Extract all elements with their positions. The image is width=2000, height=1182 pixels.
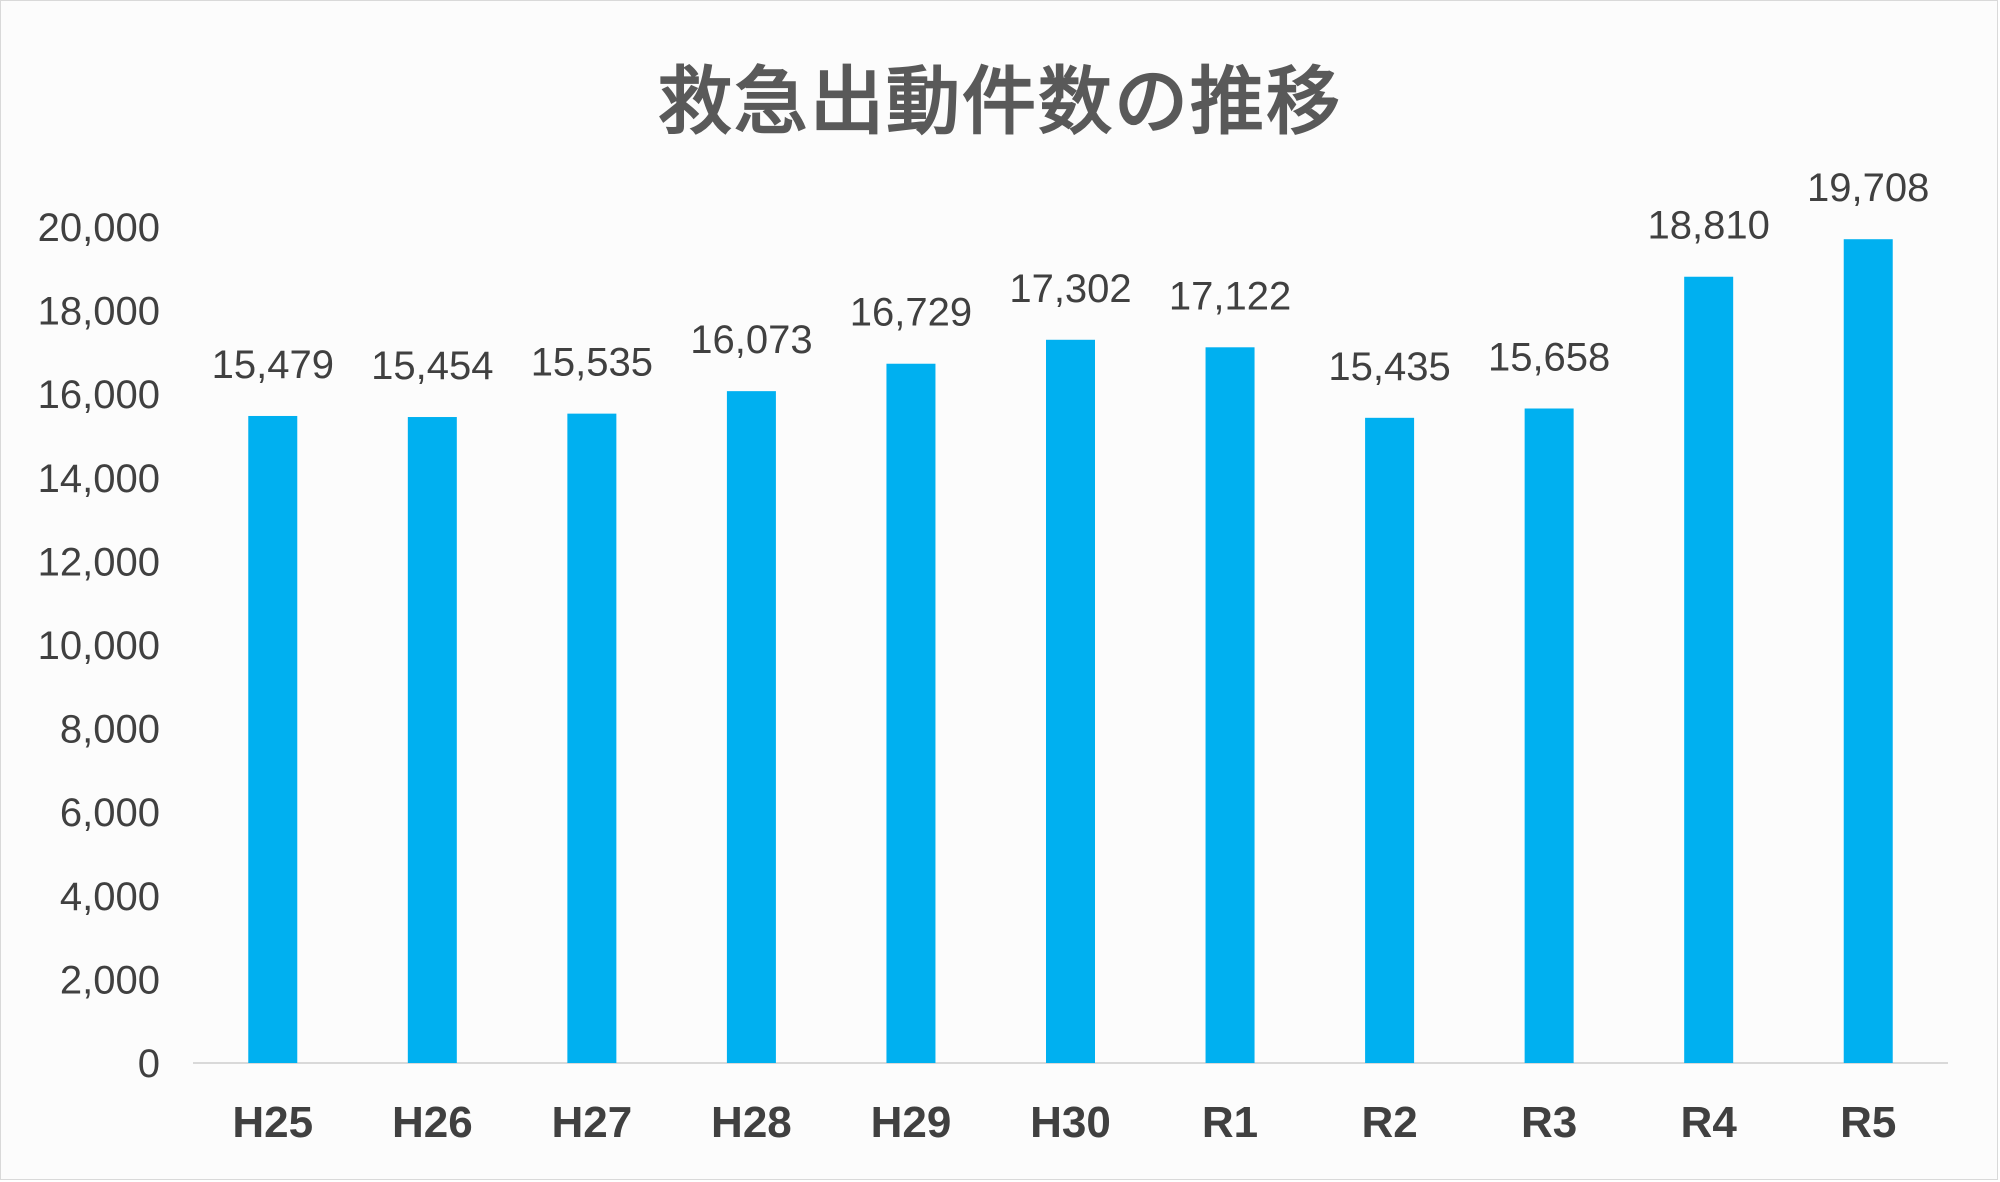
data-label: 17,302 [1009, 267, 1131, 311]
y-tick-label: 12,000 [38, 540, 160, 584]
chart-title: 救急出動件数の推移 [658, 59, 1342, 145]
y-tick-label: 14,000 [38, 457, 160, 501]
bar [1684, 276, 1734, 1063]
x-tick-label: H28 [711, 1098, 792, 1147]
data-label: 19,708 [1807, 166, 1929, 210]
bar [248, 415, 298, 1064]
x-tick-label: H29 [871, 1098, 952, 1147]
x-tick-label: H26 [392, 1098, 473, 1147]
x-tick-label: R3 [1521, 1098, 1577, 1147]
y-tick-label: 0 [138, 1042, 160, 1086]
bar [1365, 417, 1415, 1063]
bar [1205, 347, 1255, 1063]
data-label: 15,479 [212, 343, 334, 387]
y-tick-label: 18,000 [38, 290, 160, 334]
y-tick-label: 4,000 [60, 875, 160, 919]
y-tick-label: 6,000 [60, 791, 160, 835]
x-tick-label: H30 [1030, 1098, 1111, 1147]
data-label: 16,073 [690, 318, 812, 362]
bar [726, 391, 776, 1064]
y-tick-label: 2,000 [60, 958, 160, 1002]
bar [1046, 339, 1095, 1064]
x-tick-label: R1 [1202, 1098, 1258, 1147]
x-tick-label: R2 [1361, 1098, 1417, 1147]
data-label: 18,810 [1648, 204, 1770, 248]
y-tick-label: 8,000 [60, 708, 160, 752]
bar [886, 363, 936, 1064]
data-label: 15,435 [1328, 345, 1450, 389]
data-label: 15,454 [371, 344, 493, 388]
x-tick-label: R5 [1840, 1098, 1896, 1147]
data-label: 16,729 [850, 291, 972, 335]
data-label: 17,122 [1169, 274, 1291, 318]
bar [1843, 239, 1893, 1064]
data-label: 15,658 [1488, 335, 1610, 379]
x-tick-label: H25 [232, 1098, 313, 1147]
bar [1524, 408, 1574, 1063]
y-tick-label: 16,000 [38, 373, 160, 417]
y-tick-label: 10,000 [38, 624, 160, 668]
y-tick-label: 20,000 [38, 206, 160, 250]
data-label: 15,535 [531, 341, 653, 385]
x-tick-label: H27 [552, 1098, 633, 1147]
x-tick-label: R4 [1681, 1098, 1738, 1147]
bar [407, 417, 457, 1063]
bar [567, 413, 617, 1064]
